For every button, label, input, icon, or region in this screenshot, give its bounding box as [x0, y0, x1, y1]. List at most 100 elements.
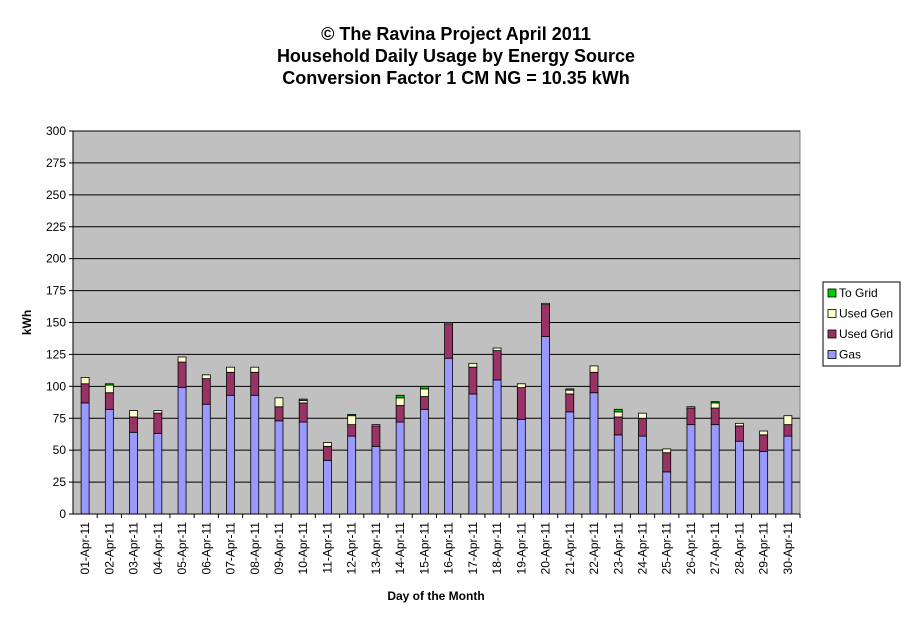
- x-tick-label: 29-Apr-11: [757, 522, 771, 575]
- bar-segment-used-gen: [589, 365, 599, 373]
- bar-segment-used-gen: [735, 422, 744, 427]
- bar-segment-to-grid: [565, 388, 575, 391]
- bar-segment-used-grid: [104, 392, 114, 410]
- x-tick-label: 12-Apr-11: [345, 522, 359, 575]
- bar-segment-used-gen: [662, 448, 672, 454]
- bar-segment-gas: [492, 379, 502, 515]
- bar-segment-used-gen: [686, 406, 696, 409]
- bar-segment-gas: [444, 357, 454, 515]
- bar-segment-gas: [686, 424, 696, 515]
- bar-segment-gas: [638, 435, 647, 515]
- y-tick-label: 300: [46, 124, 66, 138]
- x-tick-label: 02-Apr-11: [102, 522, 116, 575]
- bar-segment-used-gen: [710, 402, 720, 409]
- bar-segment-gas: [298, 421, 308, 515]
- legend-label: Used Gen: [839, 307, 893, 321]
- bar-segment-used-grid: [541, 304, 550, 337]
- x-tick-label: 09-Apr-11: [272, 522, 286, 575]
- bar-segment-used-grid: [565, 393, 575, 413]
- bar-segment-used-grid: [468, 366, 478, 395]
- bar-segment-gas: [395, 421, 405, 515]
- y-tick-label: 100: [46, 379, 66, 393]
- bar-segment-used-gen: [274, 397, 284, 408]
- bar-segment-used-gen: [201, 374, 211, 380]
- bar-segment-gas: [80, 402, 90, 515]
- bar-segment-used-grid: [710, 407, 720, 426]
- legend-swatch: [827, 309, 837, 318]
- bar-segment-gas: [613, 434, 623, 515]
- bar-segment-used-gen: [104, 384, 114, 394]
- x-tick-label: 07-Apr-11: [224, 522, 238, 575]
- legend-swatch: [827, 288, 837, 298]
- bar-segment-used-gen: [541, 302, 550, 306]
- bar-segment-to-grid: [104, 383, 114, 386]
- legend: To Grid Used Gen Used Grid Gas: [822, 281, 901, 367]
- bar-segment-to-grid: [710, 401, 720, 404]
- bar-segment-used-grid: [80, 383, 90, 404]
- bar-segment-gas: [104, 408, 114, 515]
- bar-segment-used-gen: [347, 415, 357, 426]
- bar-segment-used-grid: [298, 402, 308, 423]
- bar-segment-used-gen: [371, 424, 381, 427]
- legend-label: Gas: [839, 348, 861, 362]
- bar-segment-used-grid: [783, 424, 793, 437]
- bar-segment-used-grid: [347, 424, 357, 437]
- bar-segment-used-grid: [371, 425, 381, 447]
- x-tick-label: 14-Apr-11: [393, 522, 407, 575]
- y-tick-label: 275: [46, 156, 66, 170]
- bar-segment-used-gen: [759, 430, 769, 436]
- bar-segment-used-grid: [419, 396, 429, 410]
- x-tick-label: 22-Apr-11: [587, 522, 601, 575]
- bar-segment-used-gen: [419, 388, 429, 397]
- bar-segment-used-grid: [492, 350, 502, 381]
- bar-segment-gas: [589, 392, 599, 515]
- bar-segment-gas: [783, 435, 793, 515]
- bar-segment-to-grid: [613, 408, 623, 413]
- bar-segment-gas: [759, 451, 769, 515]
- bar-segment-used-grid: [662, 452, 672, 473]
- bar-segment-gas: [250, 394, 260, 515]
- bar-segment-used-gen: [565, 389, 575, 395]
- bar-segment-used-grid: [686, 407, 696, 426]
- x-tick-label: 28-Apr-11: [732, 522, 746, 575]
- bar-segment-used-grid: [516, 387, 526, 420]
- bar-segment-gas: [226, 394, 235, 515]
- y-tick-label: 175: [46, 284, 66, 298]
- chart-title-line: © The Ravina Project April 2011: [321, 24, 591, 44]
- bar-segment-used-gen: [323, 442, 332, 447]
- bar-segment-used-gen: [444, 322, 454, 325]
- bar-segment-gas: [274, 420, 284, 515]
- x-axis-title: Day of the Month: [387, 589, 484, 603]
- bar-segment-used-gen: [395, 397, 405, 406]
- bar-segment-used-gen: [153, 410, 163, 414]
- bar-segment-used-grid: [226, 371, 235, 396]
- bar-segment-gas: [129, 431, 138, 515]
- bar-segment-used-grid: [613, 416, 623, 436]
- bar-segment-used-grid: [177, 361, 187, 389]
- bar-segment-gas: [371, 445, 381, 515]
- bar-segment-used-grid: [153, 412, 163, 434]
- bar-segment-gas: [735, 440, 744, 515]
- bar-segment-gas: [662, 471, 672, 515]
- x-tick-label: 26-Apr-11: [684, 522, 698, 575]
- bar-segment-gas: [419, 408, 429, 515]
- chart-title-line: Conversion Factor 1 CM NG = 10.35 kWh: [282, 68, 630, 88]
- legend-swatch: [827, 350, 837, 359]
- y-tick-label: 125: [46, 347, 66, 361]
- bar-segment-used-grid: [395, 405, 405, 423]
- y-tick-label: 225: [46, 220, 66, 234]
- x-tick-label: 30-Apr-11: [781, 522, 795, 575]
- bar-segment-used-grid: [444, 323, 454, 359]
- legend-label: Used Grid: [839, 327, 893, 341]
- bar-segment-used-grid: [589, 371, 599, 394]
- bar-segment-gas: [468, 393, 478, 515]
- bar-segment-used-grid: [274, 406, 284, 422]
- gridlines: [73, 130, 800, 483]
- y-axis: 0 25 50 75 100 125 150 175 200 225 250 275 300: [46, 124, 74, 521]
- bar-segment-gas: [323, 459, 332, 515]
- y-tick-label: 250: [46, 188, 66, 202]
- x-tick-label: 19-Apr-11: [514, 522, 528, 575]
- x-tick-label: 11-Apr-11: [320, 522, 334, 574]
- x-tick-label: 21-Apr-11: [563, 522, 577, 575]
